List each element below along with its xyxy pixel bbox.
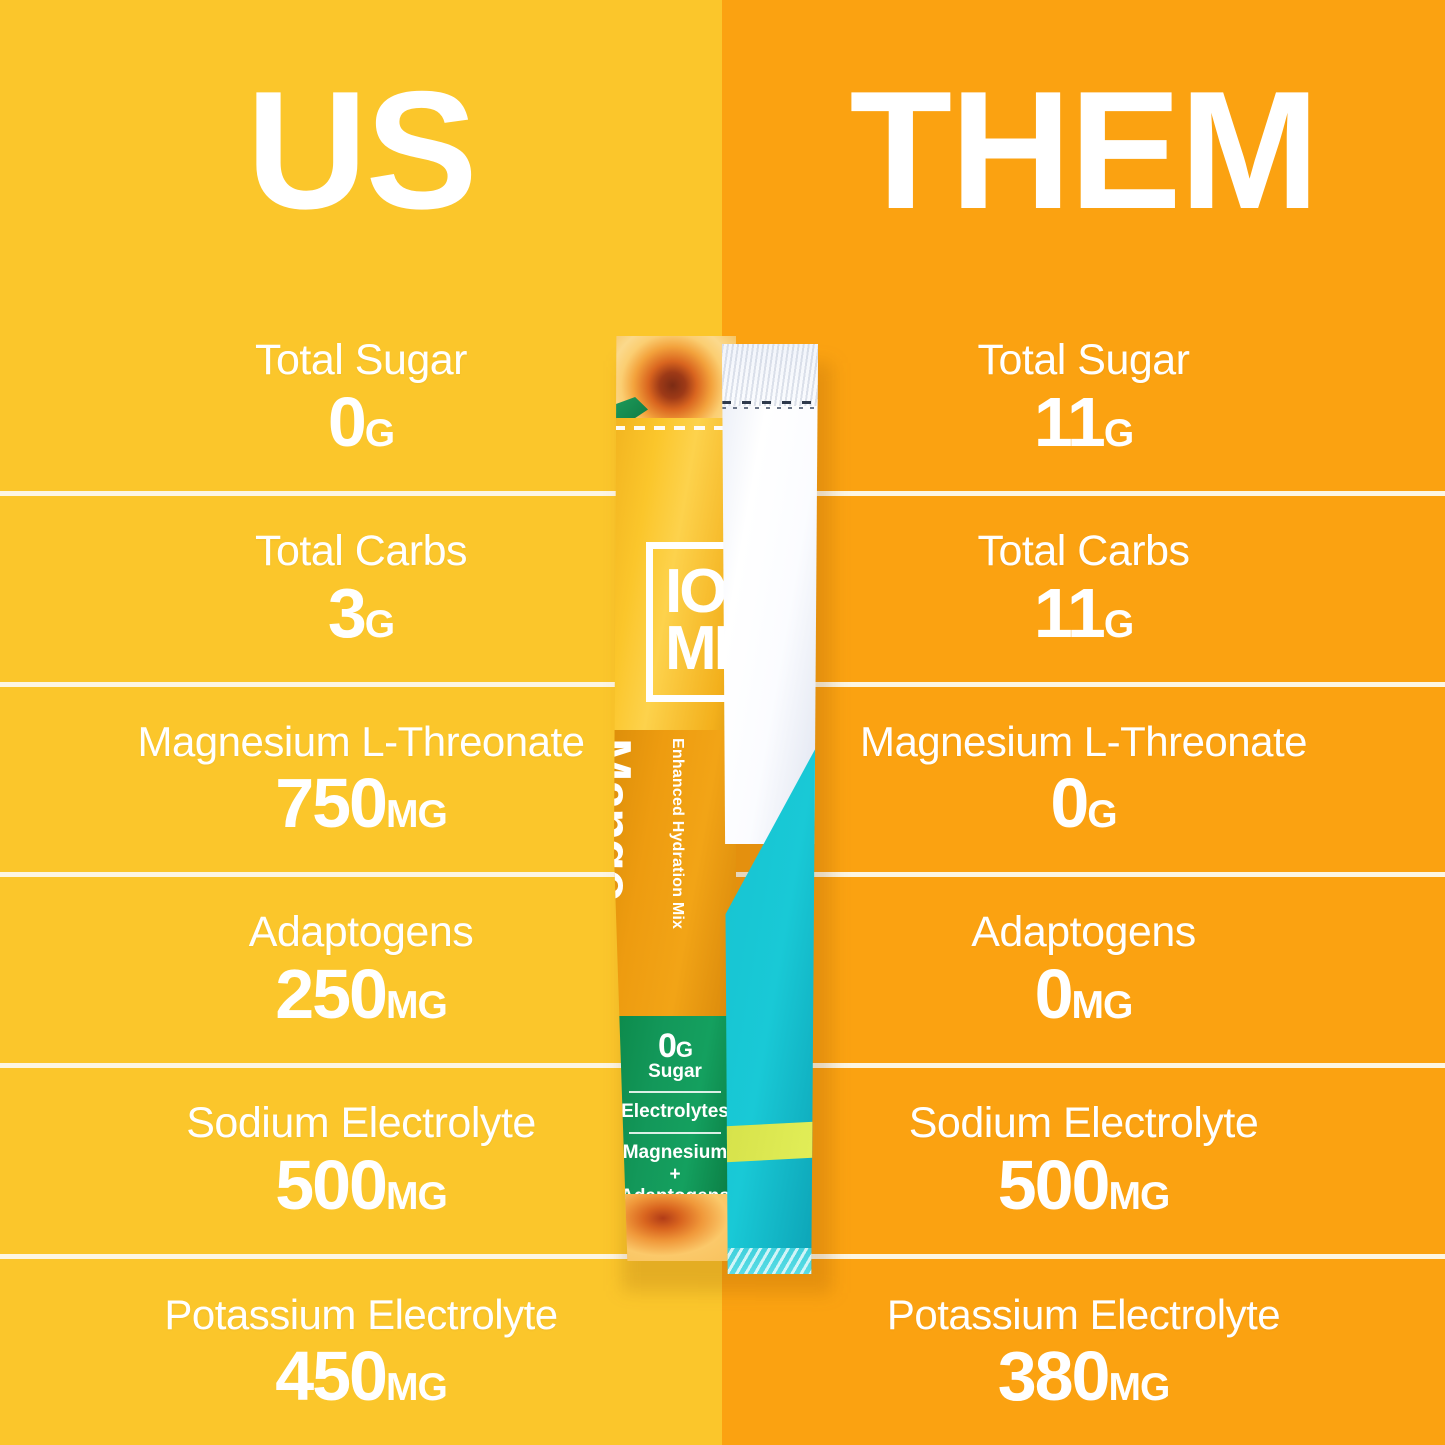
- packet-claims-area: 0G Sugar Electrolytes Magnesium + Adapto…: [614, 1016, 736, 1238]
- packet-perforation-dashes: [614, 426, 736, 430]
- right-column-rows: Total Sugar 11 G Total Carbs 11 G Magnes…: [722, 300, 1445, 1445]
- row-value-number: 11: [1033, 382, 1106, 461]
- row-value: 250 MG: [275, 955, 448, 1034]
- row-value-unit: G: [1103, 602, 1134, 646]
- row-label: Adaptogens: [971, 908, 1196, 957]
- row-value-unit: MG: [1108, 1175, 1170, 1219]
- product-packet-us-mango: IO MI Mango Enhanced Hydration Mix 0G Su…: [614, 336, 736, 1261]
- table-row: Potassium Electrolyte 380 MG: [722, 1254, 1445, 1445]
- table-row: Sodium Electrolyte 500 MG: [722, 1063, 1445, 1254]
- table-row: Magnesium L-Threonate 0 G: [722, 681, 1445, 873]
- row-value-number: 500: [997, 1146, 1111, 1225]
- product-packet-group: IO MI Mango Enhanced Hydration Mix 0G Su…: [600, 336, 845, 1293]
- row-value-unit: MG: [385, 1175, 448, 1219]
- row-value-unit: MG: [385, 984, 448, 1028]
- divider: [628, 1131, 722, 1134]
- row-label: Total Sugar: [254, 335, 468, 384]
- left-column-rows: Total Sugar 0 G Total Carbs 3 G Magnesiu…: [0, 300, 722, 1445]
- row-label: Magnesium L-Threonate: [859, 718, 1308, 766]
- row-value-number: 0: [1034, 955, 1074, 1034]
- row-value-number: 500: [275, 1146, 388, 1225]
- row-value: 500 MG: [997, 1146, 1171, 1225]
- row-value: 0 G: [1050, 764, 1117, 843]
- row-label: Sodium Electrolyte: [186, 1099, 536, 1148]
- row-value: 0 G: [327, 382, 395, 461]
- packet-sugar-word: Sugar: [648, 1061, 702, 1083]
- row-value-unit: G: [364, 602, 395, 646]
- packet-brand-area: IO MI: [614, 418, 736, 730]
- packet-subtitle: Enhanced Hydration Mix: [669, 738, 686, 930]
- row-value: 0 MG: [1034, 955, 1134, 1034]
- brand-logo: IO MI: [646, 542, 736, 702]
- row-value: 380 MG: [997, 1336, 1171, 1415]
- packet-perforation-dashes: [722, 400, 818, 411]
- table-row: Total Sugar 11 G: [722, 300, 1445, 491]
- row-value-number: 250: [275, 955, 388, 1034]
- table-row: Magnesium L-Threonate 750 MG: [0, 681, 722, 873]
- row-value-number: 0: [327, 382, 367, 461]
- packet-claim-magnesium: Magnesium: [622, 1141, 728, 1163]
- table-row: Total Carbs 3 G: [0, 490, 722, 682]
- row-label: Magnesium L-Threonate: [137, 718, 585, 766]
- row-label: Total Carbs: [255, 526, 467, 575]
- packet-lime-band: [722, 1121, 818, 1163]
- row-value: 11 G: [1033, 382, 1134, 461]
- divider: [628, 1091, 722, 1094]
- row-value-number: 750: [275, 764, 388, 843]
- row-value-unit: MG: [385, 1365, 448, 1409]
- row-value-unit: G: [1103, 411, 1134, 455]
- mango-fruit-photo-bottom: [614, 1194, 736, 1261]
- row-value-unit: MG: [1108, 1365, 1170, 1409]
- row-value-number: 11: [1033, 573, 1106, 652]
- row-value-number: 380: [997, 1336, 1111, 1415]
- row-value: 3 G: [327, 573, 395, 652]
- packet-sugar-number: 0: [657, 1027, 677, 1065]
- left-column-header: US: [0, 0, 722, 300]
- row-label: Potassium Electrolyte: [164, 1290, 558, 1338]
- row-value-unit: G: [364, 411, 395, 455]
- row-label: Potassium Electrolyte: [886, 1290, 1281, 1338]
- row-value: 450 MG: [275, 1336, 448, 1415]
- packet-sugar-unit: G: [675, 1037, 693, 1062]
- row-value-number: 0: [1050, 764, 1089, 843]
- packet-sugar-value: 0G: [614, 1027, 736, 1065]
- packet-flavor-area: Mango Enhanced Hydration Mix: [614, 730, 736, 1016]
- table-row: Total Sugar 0 G: [0, 300, 722, 491]
- row-value-number: 450: [275, 1336, 388, 1415]
- row-value-unit: MG: [385, 793, 448, 837]
- row-label: Sodium Electrolyte: [908, 1099, 1259, 1148]
- row-value: 11 G: [1033, 573, 1134, 652]
- product-packet-them: [722, 344, 818, 1274]
- row-value-unit: G: [1087, 793, 1117, 837]
- row-value-unit: MG: [1071, 984, 1134, 1028]
- packet-flavor-name: Mango: [614, 738, 641, 901]
- table-row: Adaptogens 250 MG: [0, 872, 722, 1063]
- row-value: 750 MG: [275, 764, 448, 843]
- row-value: 500 MG: [275, 1146, 448, 1225]
- packet-claim-electrolytes: Electrolytes: [621, 1101, 729, 1123]
- row-label: Adaptogens: [248, 908, 474, 957]
- table-row: Total Carbs 11 G: [722, 490, 1445, 682]
- packet-crimp-seal: [722, 344, 818, 406]
- packet-bottom-seal: [722, 1248, 818, 1274]
- row-label: Total Carbs: [977, 526, 1190, 575]
- row-value-number: 3: [327, 573, 367, 652]
- table-row: Potassium Electrolyte 450 MG: [0, 1254, 722, 1445]
- table-row: Sodium Electrolyte 500 MG: [0, 1063, 722, 1254]
- table-row: Adaptogens 0 MG: [722, 872, 1445, 1063]
- row-label: Total Sugar: [977, 335, 1190, 384]
- right-column-header: THEM: [722, 0, 1445, 300]
- packet-white-upper: [722, 344, 818, 844]
- mango-fruit-photo-top: [614, 336, 736, 431]
